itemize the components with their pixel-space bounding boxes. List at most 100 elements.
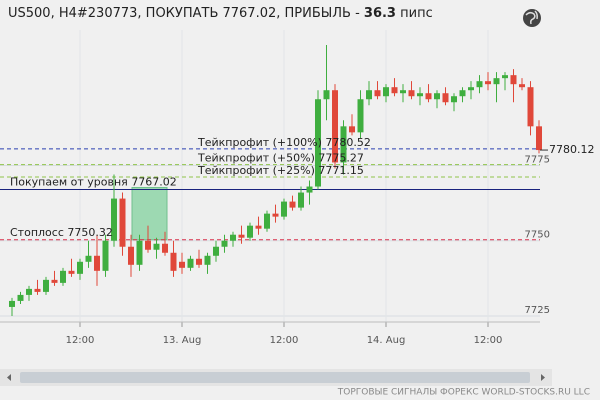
candle-body xyxy=(255,225,262,229)
candle-body xyxy=(374,90,381,97)
scroll-right[interactable] xyxy=(541,374,545,381)
y-tick-label: 7775 xyxy=(525,154,550,165)
candle-body xyxy=(451,96,457,103)
candle-body xyxy=(213,246,219,256)
level-value: 7767.02 xyxy=(131,175,177,188)
level-name: Тейкпрофит (+100%) xyxy=(197,136,322,149)
level-name: Покупаем от уровня xyxy=(10,175,128,188)
candle-body xyxy=(128,246,134,265)
candle-body xyxy=(102,240,109,271)
candle-body xyxy=(391,87,398,94)
level-name: Стоплосс xyxy=(10,226,64,239)
candle-body xyxy=(298,192,304,208)
candle-body xyxy=(383,87,389,97)
profit-unit: пипс xyxy=(400,6,433,21)
candle-body xyxy=(145,240,151,250)
candle-body xyxy=(196,258,202,265)
level-value: 7750.32 xyxy=(67,226,113,239)
candle-body xyxy=(281,201,287,217)
candle-body xyxy=(442,93,449,103)
level-value: 7771.15 xyxy=(318,164,364,177)
candle-body xyxy=(17,294,24,301)
candle-body xyxy=(315,99,321,187)
candle-body xyxy=(9,300,15,307)
x-tick-label: 12:00 xyxy=(270,335,299,346)
level-label: Тейкпрофит (+25%) 7771.15 xyxy=(197,164,364,177)
candle-body xyxy=(136,240,143,265)
level-value: 7780.52 xyxy=(325,136,371,149)
candle-body xyxy=(221,240,228,247)
candle-body xyxy=(468,87,474,91)
candle-body xyxy=(153,243,160,250)
level-label: Стоплосс 7750.32 xyxy=(10,226,113,239)
level-label: Тейкпрофит (+100%) 7780.52 xyxy=(197,136,371,149)
y-tick-label: 7725 xyxy=(525,305,550,316)
candle-body xyxy=(536,126,542,151)
candle-body xyxy=(94,255,100,271)
candle-body xyxy=(179,261,185,268)
candle-body xyxy=(519,84,525,88)
level-value: 7775.27 xyxy=(318,152,364,165)
candle-body xyxy=(272,213,279,217)
candle-body xyxy=(349,126,355,133)
candle-body xyxy=(247,225,253,238)
candle-body xyxy=(502,75,508,79)
candle-body xyxy=(459,90,466,97)
candle-body xyxy=(434,93,440,100)
level-name: Тейкпрофит (+25%) xyxy=(197,164,315,177)
globe-detail xyxy=(525,10,538,25)
y-tick-label: 7750 xyxy=(525,230,550,241)
candle-body xyxy=(425,93,432,100)
candle-body xyxy=(51,279,58,283)
candle-body xyxy=(357,99,364,133)
candle-body xyxy=(238,234,245,238)
profit: 36.3 xyxy=(364,6,396,21)
candle-body xyxy=(43,279,49,292)
candle-body xyxy=(527,87,534,127)
globe-icon[interactable] xyxy=(523,9,541,27)
candle-body xyxy=(476,81,483,88)
candle-body xyxy=(162,243,168,253)
x-tick-label: 12:00 xyxy=(474,335,503,346)
x-tick-label: 14. Aug xyxy=(367,335,406,346)
level-label: Покупаем от уровня 7767.02 xyxy=(10,175,177,188)
candle-body xyxy=(400,90,406,94)
x-tick-label: 12:00 xyxy=(66,335,95,346)
candle-body xyxy=(77,261,83,274)
candle-body xyxy=(306,186,313,193)
candle-body xyxy=(510,75,517,85)
candle-body xyxy=(417,93,423,97)
x-tick-label: 13. Aug xyxy=(163,335,202,346)
title-text: US500, H4#230773, ПОКУПАТЬ 7767.02, ПРИБ… xyxy=(8,6,360,21)
level-name: Тейкпрофит (+50%) xyxy=(197,152,315,165)
candle-body xyxy=(485,81,491,85)
candle-body xyxy=(493,78,500,85)
candle-body xyxy=(340,126,347,163)
candle-body xyxy=(230,234,236,241)
level-label: Тейкпрофит (+50%) 7775.27 xyxy=(197,152,364,165)
chart-title: US500, H4#230773, ПОКУПАТЬ 7767.02, ПРИБ… xyxy=(8,6,433,21)
candle-body xyxy=(170,252,177,271)
candle-body xyxy=(85,255,92,262)
candle-body xyxy=(323,90,330,100)
scrollbar-thumb[interactable] xyxy=(20,372,530,383)
candle-body xyxy=(289,201,296,208)
globe[interactable] xyxy=(523,9,541,27)
candle-body xyxy=(408,90,415,97)
scroll-left[interactable] xyxy=(7,374,11,381)
candle-body xyxy=(119,198,126,247)
candle-body xyxy=(26,288,32,295)
candle-body xyxy=(264,213,270,229)
candle-body xyxy=(332,90,338,163)
candle-body xyxy=(60,270,66,283)
candle-body xyxy=(204,255,211,265)
candle-body xyxy=(34,288,41,292)
candle-body xyxy=(111,198,117,241)
candle-body xyxy=(366,90,372,100)
current-price: 7780.12 xyxy=(549,143,595,156)
footer: ТОРГОВЫЕ СИГНАЛЫ ФОРЕКС WORLD-STOCKS.RU … xyxy=(337,388,590,398)
entry-zone xyxy=(131,186,168,241)
candle-body xyxy=(187,258,194,268)
candle-body xyxy=(68,270,75,274)
